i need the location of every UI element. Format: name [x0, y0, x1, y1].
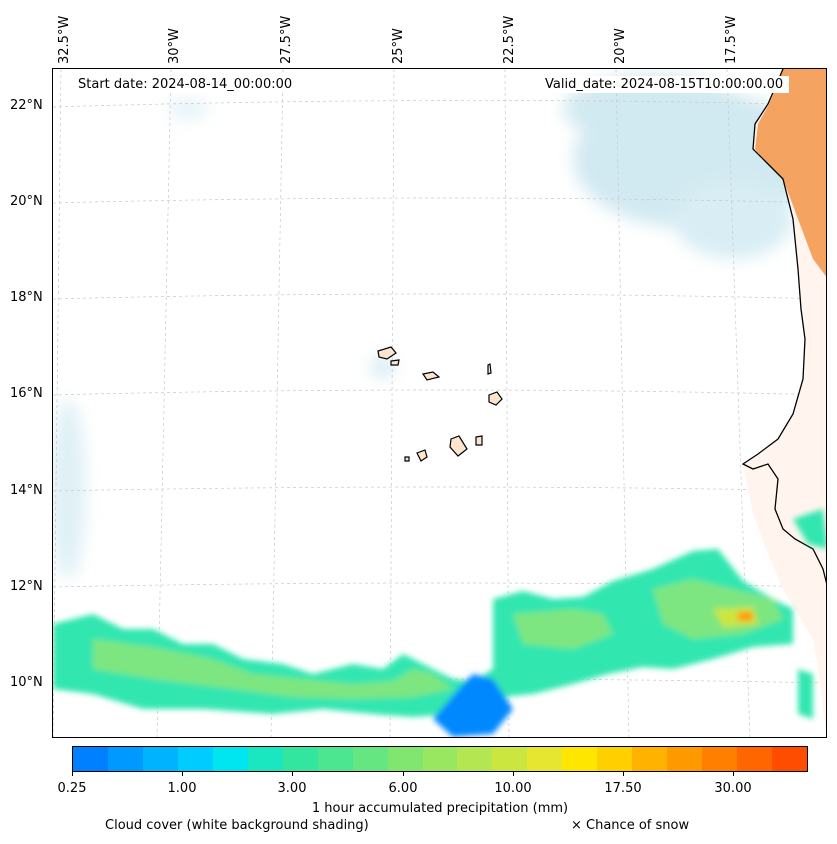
colorbar-title: 1 hour accumulated precipitation (mm) [311, 801, 569, 816]
colorbar-tick [513, 772, 514, 776]
colorbar-swatch [492, 747, 528, 771]
colorbar-swatch [457, 747, 493, 771]
colorbar-swatch [562, 747, 598, 771]
start-date-label: Start date: 2024-08-14_00:00:00 [72, 76, 299, 93]
colorbar-swatch [632, 747, 668, 771]
colorbar-tick [403, 772, 404, 776]
cape-verde-islands [377, 346, 503, 462]
colorbar-tick-label: 6.00 [388, 781, 418, 796]
lat-label: 12°N [10, 579, 43, 594]
colorbar-tick [72, 772, 73, 776]
colorbar-swatch [597, 747, 633, 771]
lat-label: 16°N [10, 386, 43, 401]
colorbar-swatch [73, 747, 108, 771]
colorbar-swatch [142, 747, 178, 771]
colorbar-tick [623, 772, 624, 776]
colorbar-tick-label: 30.00 [714, 781, 752, 796]
colorbar-tick [292, 772, 293, 776]
lon-label: 30°W [167, 28, 182, 64]
colorbar-swatch [772, 747, 808, 771]
cloud-cover-note: Cloud cover (white background shading) [105, 818, 369, 833]
colorbar-swatch [387, 747, 423, 771]
lat-label: 22°N [10, 98, 43, 113]
colorbar-tick-label: 0.25 [57, 781, 87, 796]
lat-label: 20°N [10, 194, 43, 209]
valid-date-label: Valid_date: 2024-08-15T10:00:00.00 [539, 76, 790, 93]
lon-label: 27.5°W [279, 15, 294, 64]
map-panel[interactable] [52, 68, 827, 738]
map-canvas [53, 69, 826, 737]
colorbar-tick [733, 772, 734, 776]
colorbar-swatch [527, 747, 563, 771]
lon-label: 17.5°W [724, 15, 739, 64]
colorbar-tick-label: 17.50 [604, 781, 642, 796]
lon-label: 22.5°W [502, 15, 517, 64]
lon-label: 20°W [613, 28, 628, 64]
snow-chance-note: × Chance of snow [571, 818, 690, 833]
colorbar-swatch [702, 747, 738, 771]
colorbar-swatch [352, 747, 388, 771]
colorbar-tick-label: 10.00 [494, 781, 532, 796]
precipitation-layer [53, 509, 826, 737]
colorbar-swatch [667, 747, 703, 771]
colorbar-swatch [212, 747, 248, 771]
lon-label: 25°W [391, 28, 406, 64]
colorbar-swatch [107, 747, 143, 771]
land-heat-shading [755, 69, 826, 277]
colorbar-swatch [317, 747, 353, 771]
lat-label: 10°N [10, 675, 43, 690]
coastline [741, 69, 826, 584]
colorbar-tick-label: 3.00 [277, 781, 307, 796]
colorbar-swatch [247, 747, 283, 771]
colorbar-tick [182, 772, 183, 776]
colorbar-swatch [282, 747, 318, 771]
colorbar-swatch [737, 747, 773, 771]
cloud-cover-layer [53, 74, 813, 579]
lon-label: 32.5°W [57, 15, 72, 64]
lat-label: 18°N [10, 290, 43, 305]
lat-label: 14°N [10, 483, 43, 498]
colorbar-swatch [177, 747, 213, 771]
colorbar-swatch [422, 747, 458, 771]
precipitation-colorbar [72, 746, 808, 772]
colorbar-tick-label: 1.00 [167, 781, 197, 796]
